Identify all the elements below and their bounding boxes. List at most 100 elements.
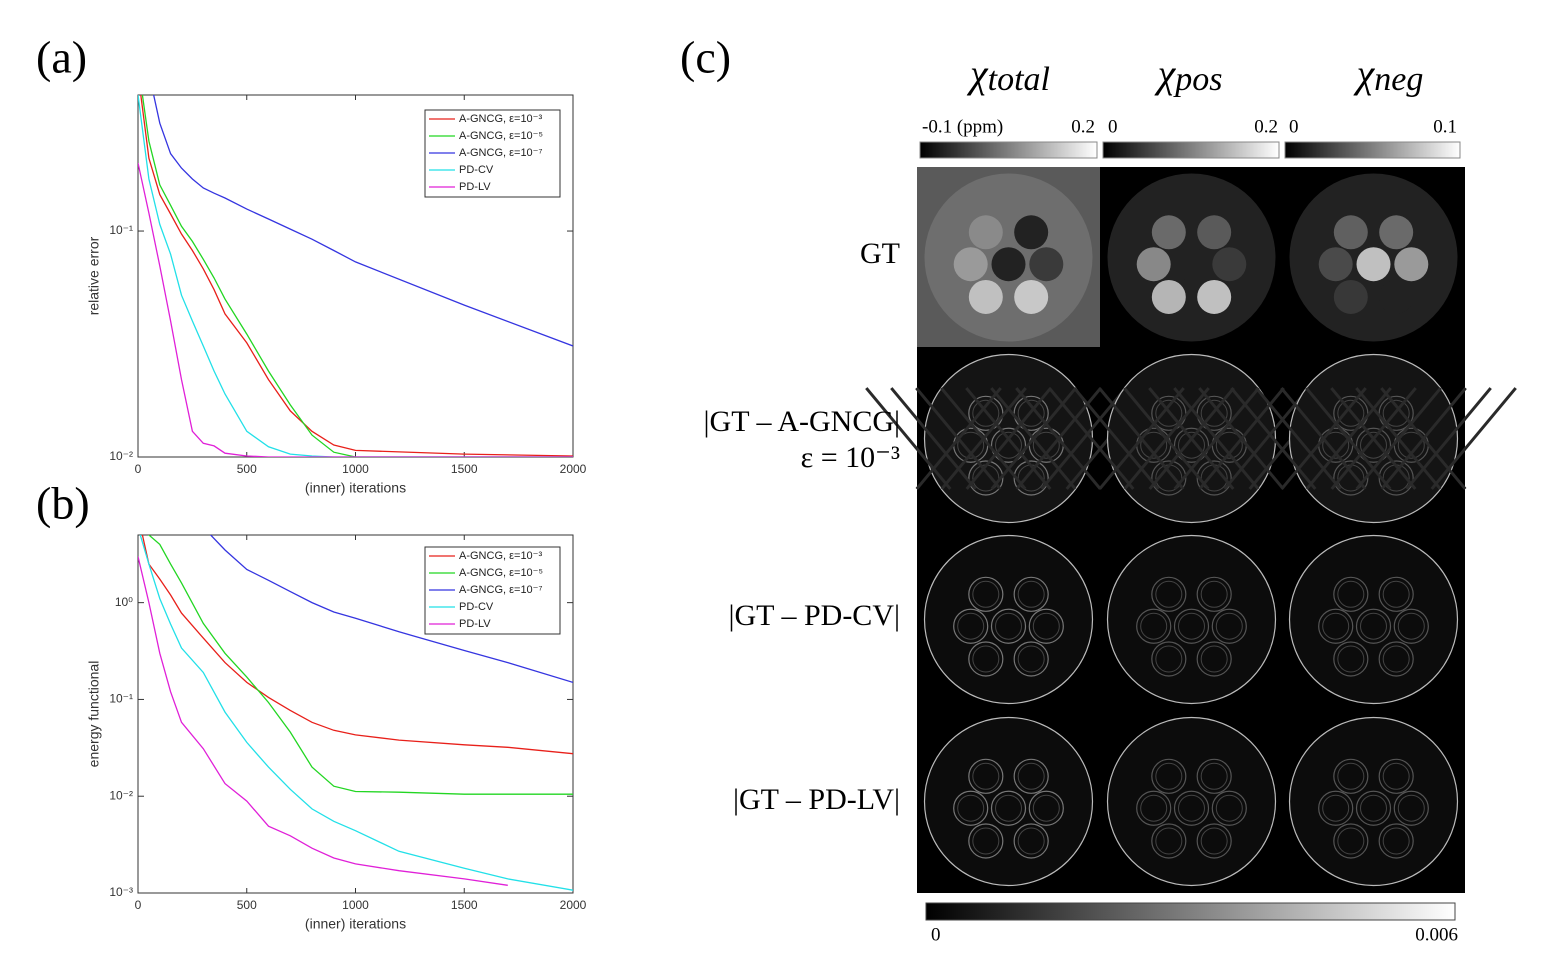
phantom-insert: [1356, 247, 1391, 282]
error-map: [923, 716, 1094, 887]
error-ring: [972, 580, 1000, 608]
colorbar-min: 0: [931, 924, 941, 945]
artifact: [1198, 387, 1285, 490]
error-ring: [1355, 790, 1392, 826]
error-ring: [1151, 576, 1187, 612]
error-ring: [1017, 762, 1045, 790]
phantom-insert: [1197, 279, 1232, 314]
error-ring: [1013, 460, 1049, 496]
colorbar-max: 0.2: [1254, 116, 1278, 137]
x-tick-label: 1000: [342, 462, 369, 476]
artifact: [1255, 387, 1342, 490]
error-ring: [1393, 790, 1429, 826]
phantom-insert: [968, 279, 1003, 314]
error-ring: [1360, 612, 1387, 640]
error-ring: [953, 790, 989, 826]
error-ring: [1013, 641, 1049, 677]
error-map: [1288, 716, 1459, 887]
error-ring: [1382, 645, 1410, 673]
artifact: [1073, 387, 1160, 490]
error-ring: [1136, 790, 1172, 826]
error-ring: [1382, 580, 1410, 608]
error-ring: [957, 794, 985, 822]
error-ring: [1378, 758, 1414, 794]
lines: [138, 535, 573, 891]
y-tick-label: 10⁻³: [109, 885, 133, 899]
error-ring: [1178, 431, 1205, 459]
phantom-insert: [953, 247, 988, 282]
error-ring: [1333, 758, 1369, 794]
error-ring: [968, 823, 1004, 859]
error-ring: [1397, 612, 1425, 640]
image-grid: [865, 167, 1517, 893]
artifact: [915, 387, 1002, 490]
error-ring: [953, 608, 989, 644]
error-ring: [995, 794, 1022, 822]
error-ring: [1200, 399, 1228, 427]
error-ring: [1155, 580, 1183, 608]
row-label: |GT – PD-LV|: [733, 783, 900, 816]
y-axis-label: relative error: [86, 236, 102, 315]
error-ring: [957, 612, 985, 640]
error-ring: [1200, 827, 1228, 855]
phantom-insert: [1014, 279, 1049, 314]
phantom-insert: [1029, 247, 1064, 282]
x-tick-label: 500: [237, 898, 257, 912]
error-ring: [1378, 823, 1414, 859]
error-ring: [1337, 399, 1365, 427]
row-label: |GT – A-GNCG|: [704, 405, 900, 438]
column-header: χtotal: [966, 51, 1050, 98]
x-tick-label: 2000: [560, 898, 587, 912]
column-header: χneg: [1353, 51, 1424, 98]
error-ring: [1215, 794, 1243, 822]
error-ring: [1017, 580, 1045, 608]
error-ring: [1155, 399, 1183, 427]
artifact: [990, 387, 1077, 490]
x-tick-label: 0: [135, 462, 142, 476]
artifact: [890, 387, 977, 490]
error-ring: [1151, 758, 1187, 794]
colorbar: [1284, 141, 1461, 159]
artifact: [1330, 387, 1417, 490]
error-ring: [1360, 431, 1387, 459]
y-tick-label: 10⁻²: [109, 449, 133, 463]
error-ring: [990, 608, 1027, 644]
error-ring: [1337, 645, 1365, 673]
colorbar-max: 0.1: [1433, 116, 1457, 137]
artifact: [1015, 387, 1102, 490]
error-ring: [1196, 758, 1232, 794]
x-axis-label: (inner) iterations: [305, 916, 406, 932]
colorbar-max: 0.006: [1415, 924, 1458, 945]
artifact: [1280, 387, 1367, 490]
error-ring: [1397, 794, 1425, 822]
line: [141, 535, 573, 755]
error-ring: [1028, 790, 1064, 826]
colorbar-min: 0: [1289, 116, 1299, 137]
line: [138, 556, 508, 886]
error-ring: [1200, 645, 1228, 673]
error-ring: [1382, 762, 1410, 790]
error-ring: [1196, 823, 1232, 859]
error-ring: [1196, 641, 1232, 677]
phantom-insert: [1212, 247, 1247, 282]
error-ring: [1378, 641, 1414, 677]
colorbar: [1102, 141, 1280, 159]
error-ring: [1382, 827, 1410, 855]
error-ring: [957, 431, 985, 459]
error-ring: [1200, 762, 1228, 790]
error-ring: [1393, 608, 1429, 644]
x-tick-label: 1000: [342, 898, 369, 912]
error-ring: [1397, 431, 1425, 459]
x-tick-label: 1500: [451, 462, 478, 476]
x-tick-label: 2000: [560, 462, 587, 476]
error-ring: [1013, 823, 1049, 859]
error-ring: [990, 427, 1027, 463]
error-ring: [968, 460, 1004, 496]
artifact: [1230, 387, 1317, 490]
error-ring: [1200, 580, 1228, 608]
colorbar: [919, 141, 1098, 159]
phantom-insert: [1318, 247, 1353, 282]
error-ring: [972, 399, 1000, 427]
legend-label: A-GNCG, ε=10⁻⁷: [459, 147, 542, 159]
error-ring: [1333, 641, 1369, 677]
